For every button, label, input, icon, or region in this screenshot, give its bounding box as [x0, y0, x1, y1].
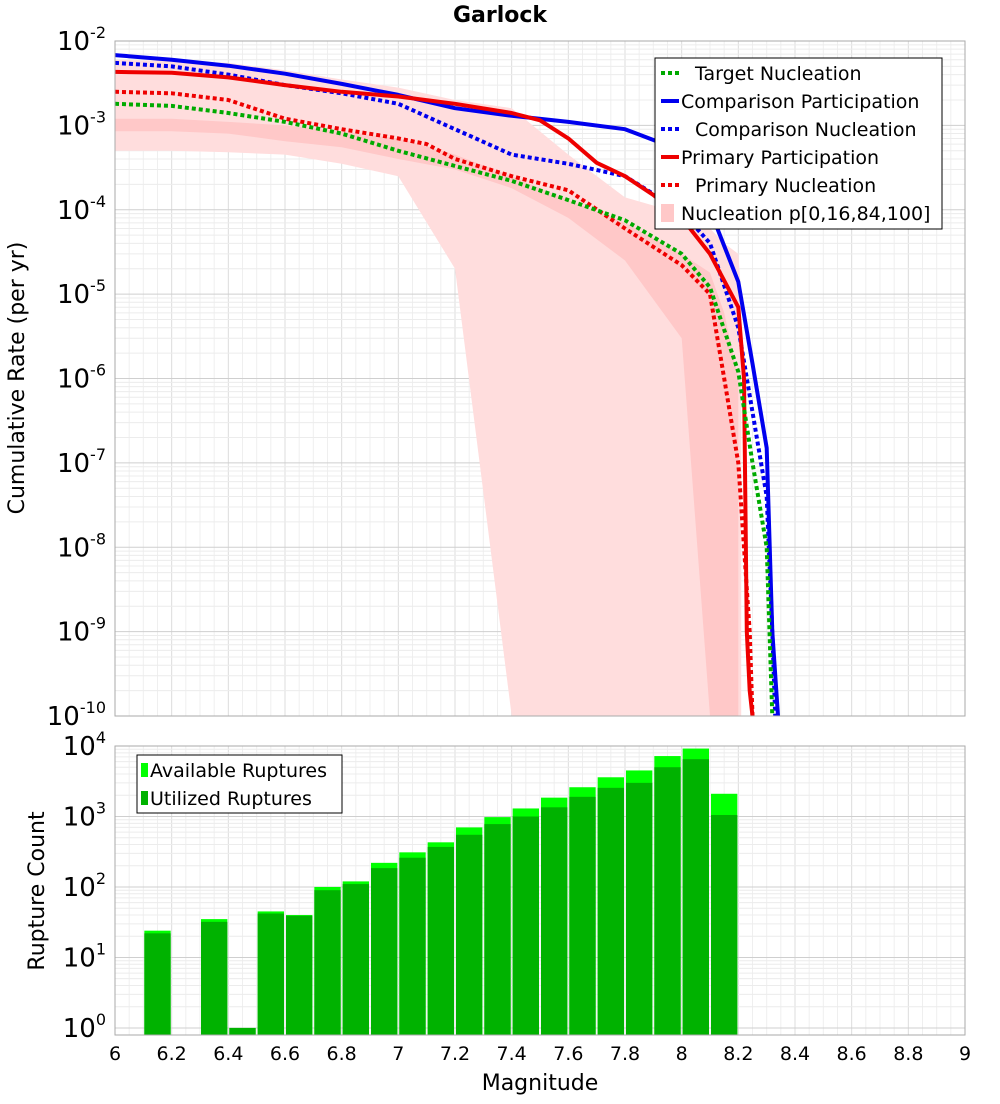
x-tick-label: 9: [959, 1043, 971, 1065]
legend-label: Comparison Participation: [681, 91, 919, 113]
x-tick-label: 6: [109, 1043, 121, 1065]
bar-utilized: [569, 796, 596, 1035]
bottom-legend-box: [136, 754, 343, 814]
top-plot-frame: [114, 40, 966, 717]
bar-utilized: [342, 884, 369, 1035]
x-tick-label: 8.6: [837, 1043, 867, 1065]
legend-swatch-band: [661, 204, 674, 222]
legend-swatch-bar: [141, 763, 148, 777]
x-tick-label: 8.4: [780, 1043, 810, 1065]
bar-utilized: [597, 787, 624, 1035]
x-tick-label: 6.2: [157, 1043, 187, 1065]
top-y-tick-label: 10-3: [57, 107, 106, 141]
bar-utilized: [371, 868, 398, 1035]
series-line-primary-nucleation: [115, 89, 755, 716]
bar-utilized: [456, 834, 483, 1035]
legend-label: Nucleation p[0,16,84,100]: [681, 203, 930, 225]
x-tick-label: 7.6: [553, 1043, 583, 1065]
bottom-y-tick-label: 101: [63, 939, 106, 973]
bar-utilized: [144, 933, 171, 1035]
bar-utilized: [682, 759, 709, 1035]
bottom-legend: Available Ruptures Utilized Ruptures: [136, 754, 343, 814]
bar-utilized: [512, 816, 539, 1035]
top-y-tick-label: 10-5: [57, 276, 106, 310]
x-tick-label: 7.2: [440, 1043, 470, 1065]
top-y-tick-label: 10-6: [57, 361, 106, 395]
x-tick-label: 8: [676, 1043, 688, 1065]
top-y-tick-label: 10-7: [57, 445, 106, 479]
bar-utilized: [399, 857, 426, 1035]
bar-utilized: [427, 846, 454, 1035]
bar-utilized: [626, 782, 653, 1035]
legend-label: Primary Participation: [681, 147, 879, 169]
top-y-tick-label: 10-9: [57, 614, 106, 648]
chart-title: Garlock: [453, 3, 548, 28]
x-tick-label: 6.8: [327, 1043, 357, 1065]
bar-utilized: [654, 767, 681, 1035]
bar-utilized: [541, 807, 568, 1035]
x-tick-label: 7.8: [610, 1043, 640, 1065]
top-legend-box: [654, 57, 943, 230]
top-y-tick-label: 10-8: [57, 529, 106, 563]
x-tick-label: 8.8: [893, 1043, 923, 1065]
bar-utilized: [229, 1027, 256, 1035]
x-tick-label: 6.6: [270, 1043, 300, 1065]
bar-utilized: [286, 915, 313, 1035]
bar-utilized: [711, 814, 738, 1035]
bottom-y-tick-label: 103: [63, 798, 106, 832]
bottom-y-tick-label: 104: [63, 728, 106, 762]
bottom-plot-area: [115, 746, 965, 1035]
series-line-target-nucleation: [115, 101, 775, 716]
top-y-tick-label: 10-10: [47, 698, 106, 732]
legend-swatch-bar: [141, 791, 148, 805]
x-axis-label: Magnitude: [482, 1071, 599, 1096]
top-y-tick-label: 10-4: [57, 192, 106, 226]
legend-label: Utilized Ruptures: [150, 788, 312, 810]
bar-utilized: [257, 913, 284, 1035]
top-plot-area: [115, 41, 965, 716]
legend-label: Available Ruptures: [150, 760, 327, 782]
x-tick-label: 7: [392, 1043, 404, 1065]
x-tick-label: 6.4: [213, 1043, 243, 1065]
bar-utilized: [314, 890, 341, 1035]
bar-utilized: [201, 921, 228, 1035]
bottom-y-tick-label: 102: [63, 869, 106, 903]
bottom-y-tick-label: 100: [63, 1010, 106, 1044]
top-y-tick-label: 10-2: [57, 23, 106, 57]
x-tick-label: 8.2: [723, 1043, 753, 1065]
x-tick-label: 7.4: [497, 1043, 527, 1065]
bottom-plot-frame: [114, 745, 966, 1036]
legend-label: Target Nucleation: [694, 63, 862, 85]
legend-label: Comparison Nucleation: [695, 119, 917, 141]
series-line-primary-participation: [115, 69, 755, 716]
top-y-axis-label: Cumulative Rate (per yr): [5, 242, 30, 515]
bottom-y-axis-label: Rupture Count: [25, 811, 50, 971]
series-line-comparison-participation: [115, 53, 780, 716]
bar-utilized: [484, 824, 511, 1035]
legend-label: Primary Nucleation: [695, 175, 876, 197]
top-legend: Target Nucleation Comparison Participatio…: [654, 57, 943, 230]
